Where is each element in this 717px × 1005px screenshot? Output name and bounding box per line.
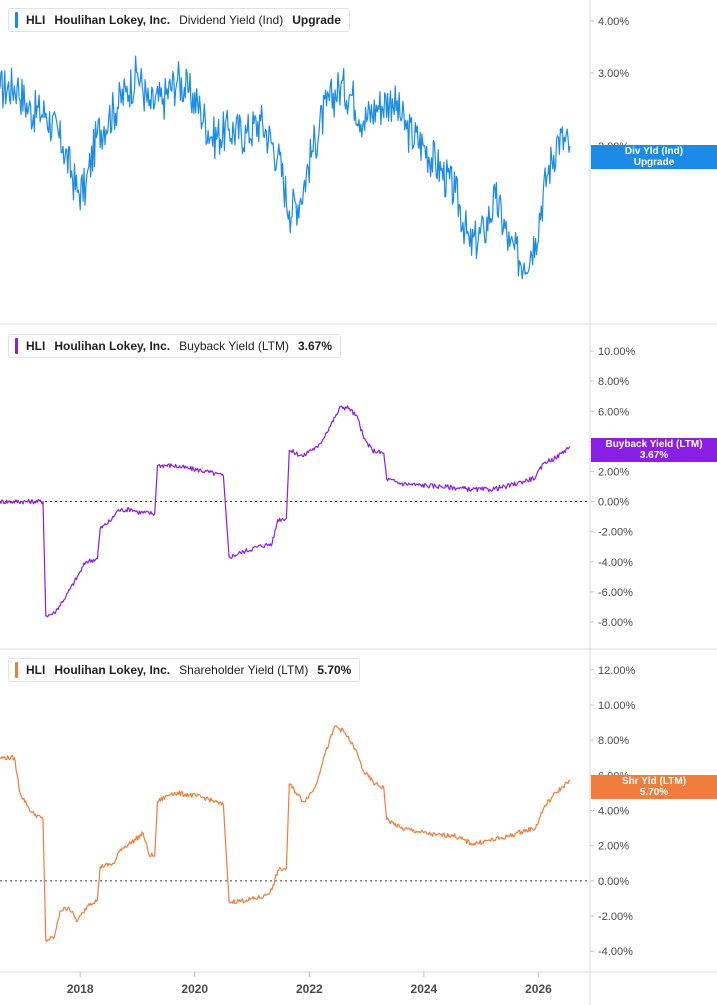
flag-value: 3.67% [639,450,669,461]
legend-ticker: HLI [26,339,46,353]
x-tick-label: 2022 [296,982,323,996]
x-tick-label: 2024 [411,982,438,996]
legend-buyback-yield[interactable]: HLI Houlihan Lokey, Inc. Buyback Yield (… [8,334,341,358]
legend-metric: Dividend Yield (Ind) [179,13,284,27]
flag-label: Buyback Yield (LTM) [605,439,703,450]
y-tick-label: 12.00% [598,665,636,677]
series-line-3 [0,725,571,943]
y-tick-label: -2.00% [598,527,633,539]
y-tick-label: 0.00% [598,876,629,888]
flag-value: 5.70% [639,787,669,798]
legend-swatch-orange [15,662,18,678]
y-tick-label: -4.00% [598,557,633,569]
y-tick-label: 2.00% [598,841,629,853]
legend-value: Upgrade [292,13,341,27]
x-tick-label: 2026 [525,982,552,996]
series-line-1 [0,55,571,280]
legend-company: Houlihan Lokey, Inc. [54,339,171,353]
x-tick-label: 2020 [181,982,208,996]
y-tick-label: -8.00% [598,617,633,629]
y-tick-label: 6.00% [598,406,629,418]
flag-label: Shr Yld (LTM) [621,776,687,787]
y-tick-label: 8.00% [598,376,629,388]
x-tick-label: 2018 [67,982,94,996]
legend-metric: Shareholder Yield (LTM) [179,663,309,677]
flag-value: Upgrade [633,157,675,168]
last-value-flag-buyback: Buyback Yield (LTM) 3.67% [591,438,717,462]
y-axis-ticks: 4.00% 3.00% 2.00% 10.00% 8.00% 6.00% 4.00% 2.00… [590,16,636,958]
y-tick-label: 10.00% [598,346,636,358]
legend-value: 5.70% [317,663,352,677]
flag-label: Div Yld (Ind) [624,146,684,157]
series-line-2 [0,405,571,618]
y-tick-label: -6.00% [598,587,633,599]
legend-swatch-blue [15,12,18,28]
y-tick-label: -2.00% [598,911,633,923]
y-tick-label: 4.00% [598,806,629,818]
y-tick-label: 3.00% [598,68,629,80]
legend-shareholder-yield[interactable]: HLI Houlihan Lokey, Inc. Shareholder Yie… [8,658,361,682]
y-tick-label: 2.00% [598,466,629,478]
legend-value: 3.67% [297,339,332,353]
x-axis-ticks: 2018 2020 2022 2024 2026 [67,972,552,996]
legend-ticker: HLI [26,663,46,677]
legend-ticker: HLI [26,13,46,27]
y-tick-label: 4.00% [598,16,629,28]
y-tick-label: 0.00% [598,497,629,509]
legend-company: Houlihan Lokey, Inc. [54,663,171,677]
legend-metric: Buyback Yield (LTM) [179,339,289,353]
last-value-flag-shareholder: Shr Yld (LTM) 5.70% [591,775,717,799]
legend-swatch-purple [15,338,18,354]
last-value-flag-dividend: Div Yld (Ind) Upgrade [591,145,717,169]
legend-dividend-yield[interactable]: HLI Houlihan Lokey, Inc. Dividend Yield … [8,8,350,32]
series-lines [0,55,590,943]
y-tick-label: 10.00% [598,700,636,712]
legend-company: Houlihan Lokey, Inc. [54,13,171,27]
y-tick-label: -4.00% [598,946,633,958]
y-tick-label: 8.00% [598,735,629,747]
